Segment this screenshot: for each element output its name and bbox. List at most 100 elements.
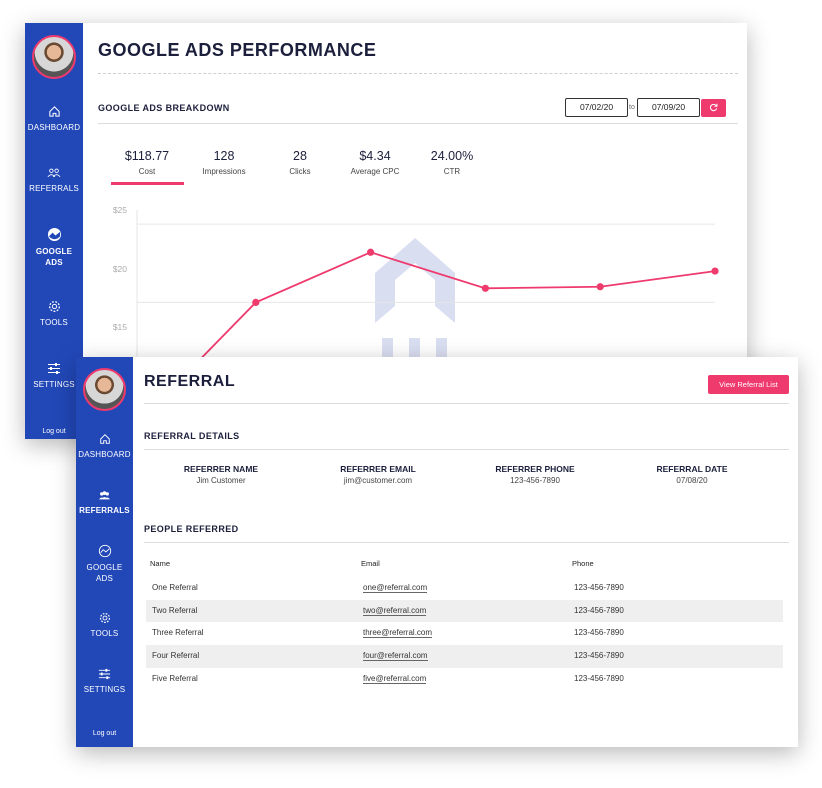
cell-email-link[interactable]: one@referral.com <box>363 583 428 593</box>
sidebar-item-label: REFERRALS <box>79 506 130 515</box>
sidebar-item-dashboard[interactable]: DASHBOARD <box>25 105 83 133</box>
table-row[interactable]: Four Referral four@referral.com 123-456-… <box>146 645 783 668</box>
sliders-icon <box>48 363 60 374</box>
cell-email-link[interactable]: two@referral.com <box>363 605 427 616</box>
metric-label: Cost <box>138 167 156 176</box>
series-line <box>140 251 716 421</box>
data-point[interactable] <box>252 298 260 307</box>
gear-icon <box>48 301 60 312</box>
cell-email-link[interactable]: four@referral.com <box>363 651 428 662</box>
metric-value: $118.77 <box>124 149 170 163</box>
cell-name: Five Referral <box>152 673 198 683</box>
breakdown-title: GOOGLE ADS BREAKDOWN <box>98 103 230 113</box>
metric-label: Average CPC <box>350 167 400 176</box>
cell-email-link[interactable]: three@referral.com <box>363 628 433 639</box>
cell-phone: 123-456-7890 <box>574 673 624 683</box>
sidebar-item-label: REFERRALS <box>29 184 79 193</box>
column-header-phone: Phone <box>572 559 594 568</box>
data-point[interactable] <box>711 267 719 275</box>
gear-icon <box>99 612 110 624</box>
metric-active-underline <box>111 182 184 185</box>
table-row[interactable]: Three Referral three@referral.com 123-45… <box>146 622 783 645</box>
logout-link[interactable]: Log out <box>92 730 117 737</box>
detail-heading: REFERRAL DATE <box>656 464 728 474</box>
people-icon <box>99 491 110 500</box>
referral-window: DASHBOARD REFERRALS GOOGLE ADS TOOLS SET… <box>76 357 798 747</box>
divider <box>144 449 789 450</box>
detail-heading: REFERRER NAME <box>183 464 259 474</box>
metric-impressions[interactable]: 128 Impressions <box>187 149 261 176</box>
refresh-button[interactable] <box>701 99 726 117</box>
sidebar-item-label: GOOGLE <box>35 247 73 256</box>
google-ads-icon <box>47 227 61 242</box>
data-point[interactable] <box>596 283 604 291</box>
sidebar-item-settings[interactable]: SETTINGS <box>25 362 83 390</box>
refresh-icon <box>709 103 718 112</box>
date-to-input[interactable]: 07/09/20 <box>637 98 700 117</box>
cell-name: Four Referral <box>152 651 200 661</box>
metric-value: 24.00% <box>430 149 474 163</box>
sidebar-item-label: DASHBOARD <box>78 450 131 459</box>
page-title: GOOGLE ADS PERFORMANCE <box>98 40 377 60</box>
people-referred-table: Name Email Phone One Referral one@referr… <box>146 559 783 689</box>
data-point[interactable] <box>481 284 489 292</box>
sidebar-item-label: SETTINGS <box>83 685 126 694</box>
metric-label: Impressions <box>202 167 246 176</box>
people-referred-title: PEOPLE REFERRED <box>144 524 239 534</box>
cell-phone: 123-456-7890 <box>574 605 624 615</box>
sidebar-item-referrals[interactable]: REFERRALS <box>76 490 133 516</box>
detail-referrer-name: REFERRER NAME Jim Customer <box>151 464 291 485</box>
page-title: REFERRAL <box>144 373 236 390</box>
metric-ctr[interactable]: 24.00% CTR <box>415 149 489 176</box>
metric-label: Clicks <box>289 167 311 176</box>
google-ads-icon <box>98 544 111 558</box>
metric-cost[interactable]: $118.77 Cost <box>110 149 184 176</box>
detail-value: 123-456-7890 <box>510 476 560 485</box>
sidebar-item-tools[interactable]: TOOLS <box>25 300 83 328</box>
table-row[interactable]: Two Referral two@referral.com 123-456-78… <box>146 599 783 623</box>
detail-referrer-email: REFERRER EMAIL jim@customer.com <box>308 464 448 485</box>
detail-heading: REFERRER EMAIL <box>340 464 416 474</box>
column-header-name: Name <box>150 559 171 568</box>
metric-average-cpc[interactable]: $4.34 Average CPC <box>338 149 412 176</box>
sidebar-item-tools[interactable]: TOOLS <box>76 612 133 639</box>
avatar[interactable] <box>32 35 76 79</box>
column-header-email: Email <box>361 559 380 568</box>
sidebar-item-label: TOOLS <box>90 629 119 638</box>
home-icon <box>48 106 60 117</box>
metric-clicks[interactable]: 28 Clicks <box>263 149 337 176</box>
y-tick: $20 <box>112 264 127 274</box>
sidebar-item-label-2: ADS <box>95 574 114 583</box>
people-icon <box>47 168 61 178</box>
sidebar-item-dashboard[interactable]: DASHBOARD <box>76 433 133 460</box>
data-point[interactable] <box>367 248 375 256</box>
metric-value: 28 <box>293 149 307 163</box>
sidebar-item-label: TOOLS <box>40 318 68 327</box>
sidebar-item-google-ads[interactable]: GOOGLE ADS <box>25 227 83 268</box>
metric-value: 128 <box>213 149 235 163</box>
cell-name: One Referral <box>152 583 198 592</box>
date-from-input[interactable]: 07/02/20 <box>565 98 628 117</box>
detail-referral-date: REFERRAL DATE 07/08/20 <box>622 464 762 485</box>
date-to-label: to <box>629 104 635 111</box>
divider <box>144 542 789 543</box>
cell-name: Two Referral <box>152 605 198 615</box>
sidebar-item-label: SETTINGS <box>33 380 75 389</box>
sidebar-item-referrals[interactable]: REFERRALS <box>25 166 83 194</box>
table-row[interactable]: Five Referral five@referral.com 123-456-… <box>146 668 783 691</box>
y-tick: $15 <box>112 322 127 332</box>
sidebar-item-google-ads[interactable]: GOOGLE ADS <box>76 544 133 584</box>
avatar[interactable] <box>83 368 126 411</box>
home-icon <box>99 434 110 444</box>
logout-link[interactable]: Log out <box>42 428 66 435</box>
referral-details-title: REFERRAL DETAILS <box>144 431 240 441</box>
sidebar-item-settings[interactable]: SETTINGS <box>76 668 133 695</box>
table-row[interactable]: One Referral one@referral.com 123-456-78… <box>146 577 783 600</box>
cell-email-link[interactable]: five@referral.com <box>363 673 427 684</box>
cell-phone: 123-456-7890 <box>574 628 624 638</box>
view-referral-list-button[interactable]: View Referral List <box>708 375 789 394</box>
cell-phone: 123-456-7890 <box>574 651 624 661</box>
sidebar-item-label: DASHBOARD <box>27 123 81 132</box>
detail-heading: REFERRER PHONE <box>495 464 575 474</box>
detail-value: 07/08/20 <box>676 476 708 485</box>
